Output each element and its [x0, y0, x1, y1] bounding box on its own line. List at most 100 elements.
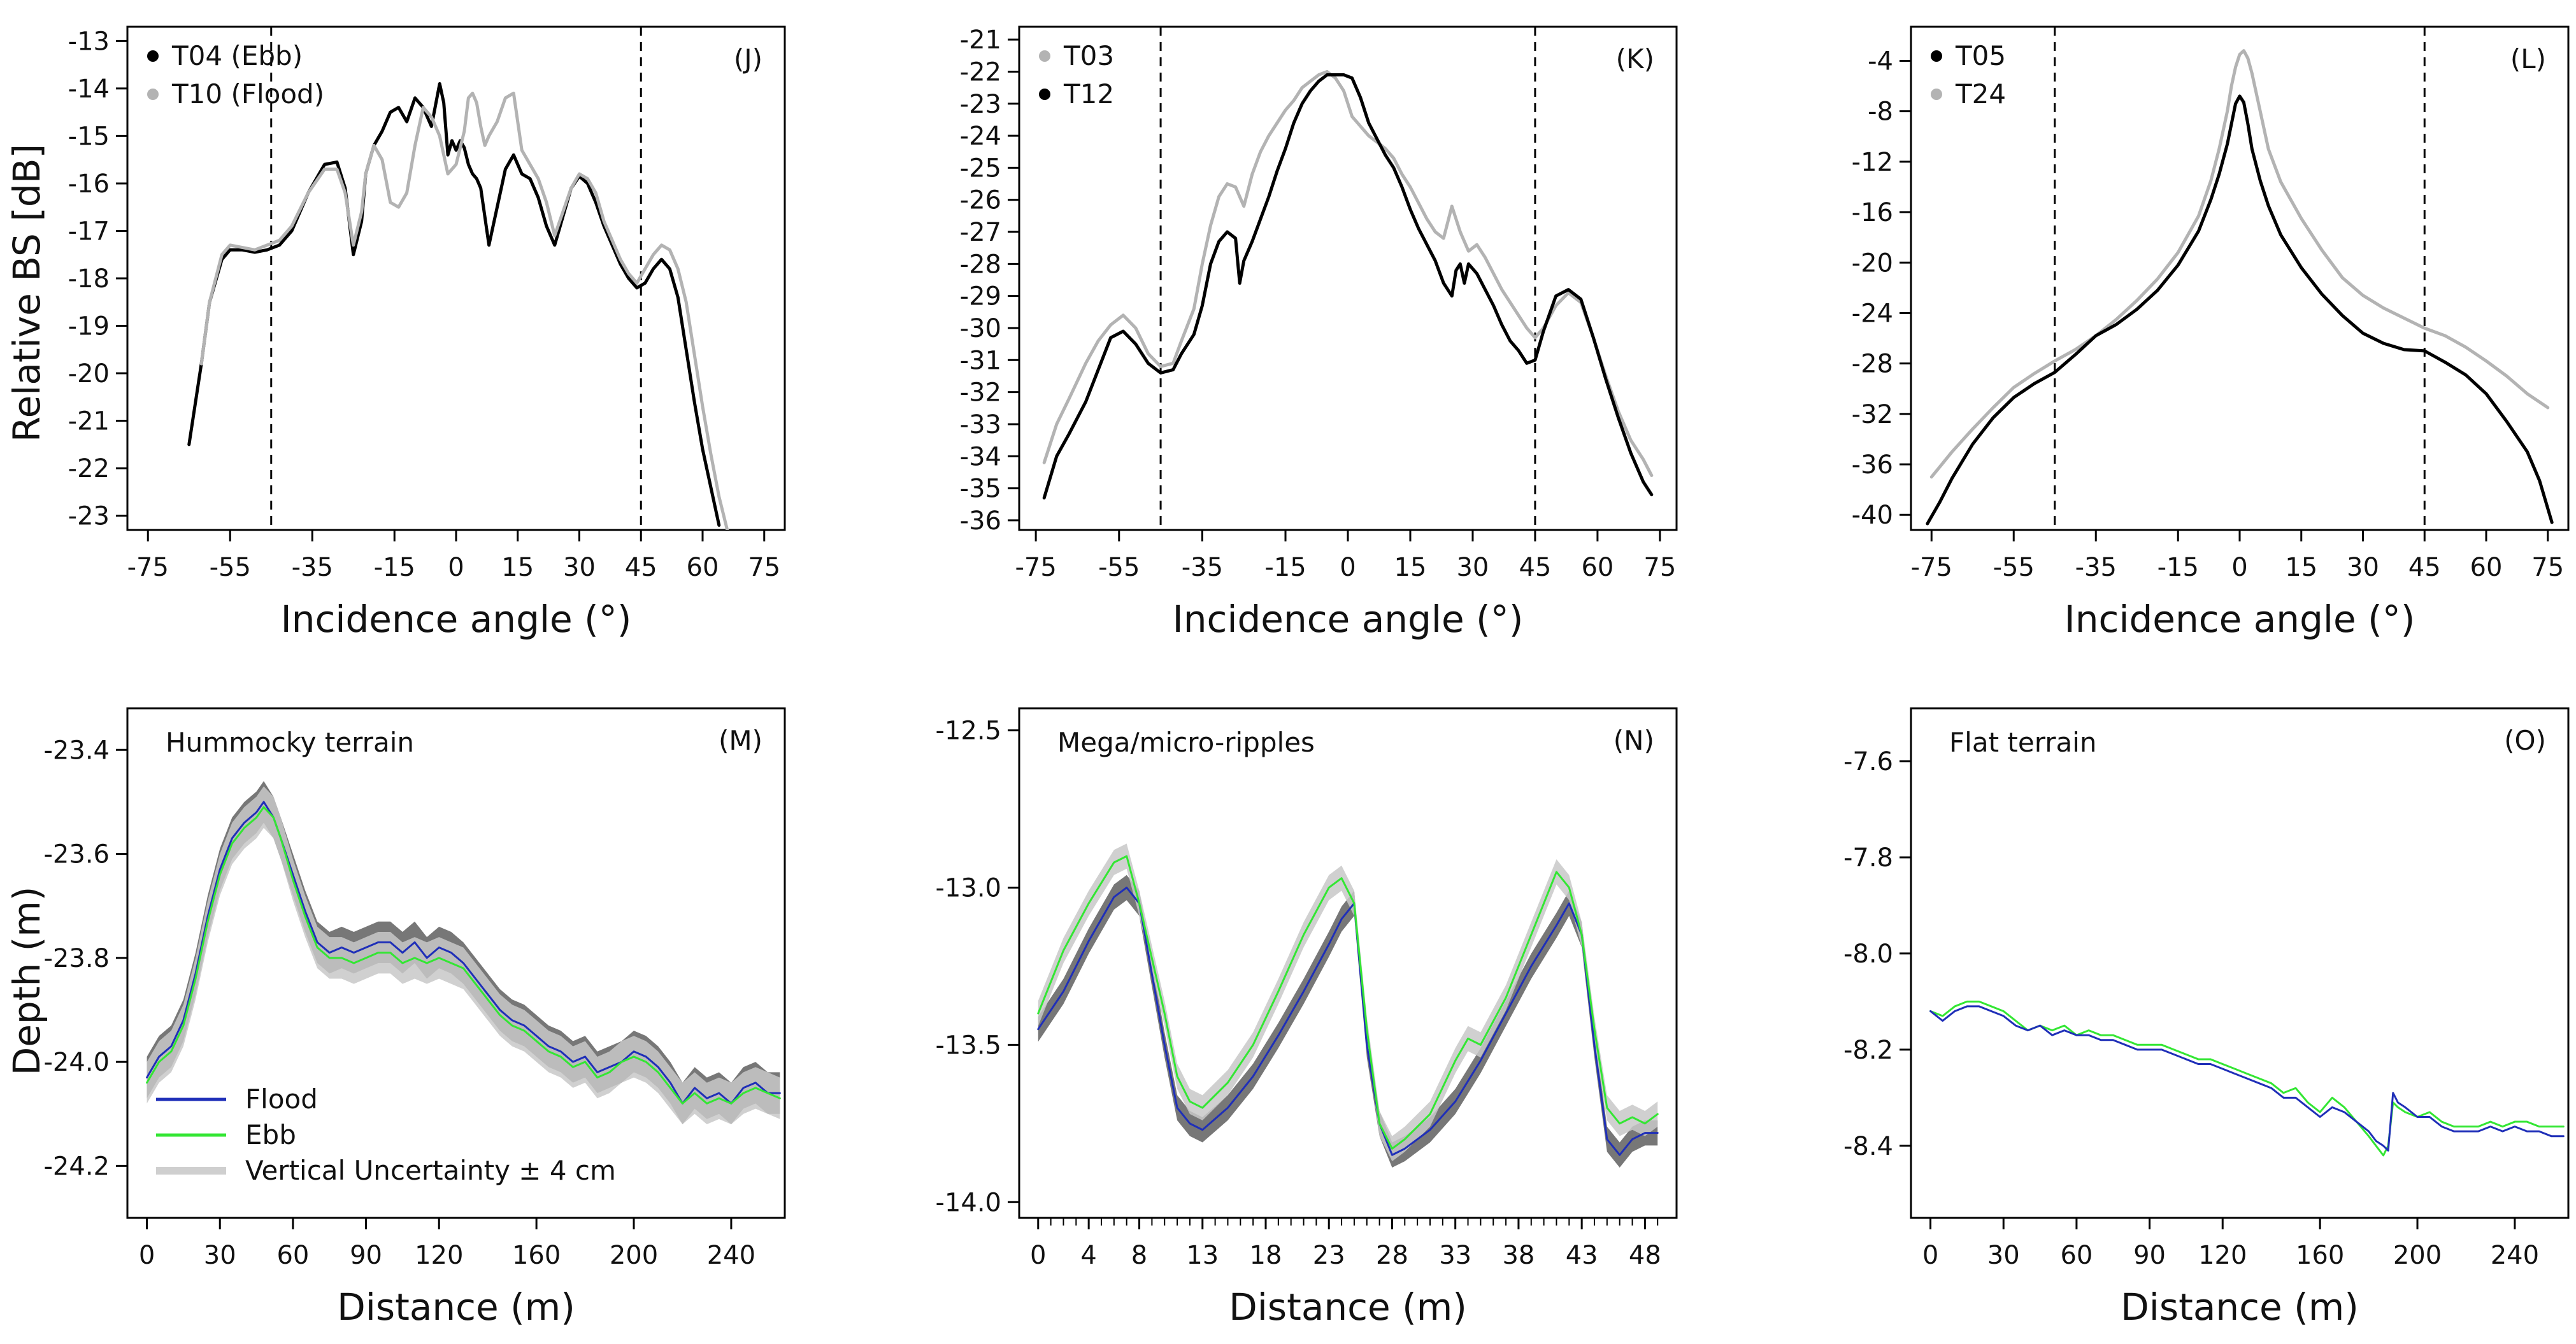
y-tick-label: -23 — [68, 502, 110, 531]
y-tick-label: -28 — [1852, 350, 1893, 379]
panel-letter: (J) — [734, 43, 762, 75]
y-tick-label: -14 — [68, 75, 110, 104]
x-tick-label: 28 — [1376, 1241, 1408, 1270]
series-line-t12 — [1042, 73, 1654, 500]
y-tick-label: -25 — [960, 154, 1001, 183]
plot-frame — [126, 25, 786, 531]
x-tick-label: 200 — [610, 1241, 658, 1270]
y-tick-label: -24 — [1852, 299, 1893, 328]
y-tick-label: -7.8 — [1843, 843, 1893, 873]
y-tick-label: -8.4 — [1843, 1132, 1893, 1161]
row2-ylabel: Depth (m) — [5, 887, 48, 1076]
legend-marker — [1931, 50, 1942, 62]
legend-label: Vertical Uncertainty ± 4 cm — [245, 1155, 616, 1186]
uncertainty-band — [147, 786, 780, 1125]
y-tick-label: -20 — [68, 359, 110, 389]
x-tick-label: 15 — [2285, 553, 2317, 582]
panel-letter: (N) — [1614, 725, 1654, 756]
x-tick-label: -75 — [1911, 553, 1952, 582]
x-tick-label: 45 — [1519, 553, 1551, 582]
x-tick-label: 45 — [625, 553, 657, 582]
x-tick-label: 4 — [1080, 1241, 1096, 1270]
x-tick-label: -35 — [292, 553, 333, 582]
x-tick-label: 15 — [501, 553, 534, 582]
x-tick-label: 200 — [2393, 1241, 2442, 1270]
x-tick-label: -15 — [374, 553, 415, 582]
y-tick-label: -24.2 — [44, 1152, 110, 1181]
y-tick-label: -24 — [960, 122, 1001, 151]
x-tick-label: -55 — [1993, 553, 2035, 582]
plot-area — [1042, 69, 1654, 500]
x-tick-label: 30 — [1987, 1241, 2020, 1270]
y-tick-label: -7.6 — [1843, 747, 1893, 776]
legend-marker — [1039, 89, 1050, 100]
x-tick-label: -35 — [2075, 553, 2117, 582]
y-tick-label: -23 — [960, 90, 1001, 119]
y-tick-label: -18 — [68, 264, 110, 294]
chart-panel-o: 0 30 60 90 120 160 200 240 -7.6 -7.8 -8.0 -8.2 -8.4 D… — [1843, 707, 2570, 1329]
legend-label: Flood — [245, 1083, 318, 1115]
y-tick-label: -23.4 — [44, 736, 110, 765]
x-tick-label: 0 — [1340, 553, 1356, 582]
series-line-ebb — [1037, 855, 1659, 1150]
x-tick-label: 15 — [1394, 553, 1427, 582]
x-tick-label: 75 — [1643, 553, 1676, 582]
plot-frame — [1018, 707, 1678, 1219]
chart-panel-j: -75 -55 -35 -15 0 15 30 45 60 75 -13 -14 -15 -16 -17 -1… — [68, 25, 786, 641]
x-tick-label: 75 — [748, 553, 780, 582]
legend-label: T05 — [1955, 40, 2006, 71]
y-tick-label: -16 — [1852, 198, 1893, 227]
legend-label: T12 — [1063, 78, 1114, 110]
legend-label: Ebb — [245, 1119, 296, 1150]
y-tick-label: -15 — [68, 122, 110, 151]
plot-area — [1926, 49, 2554, 525]
y-tick-label: -12.5 — [936, 717, 1002, 746]
y-tick-label: -8.2 — [1843, 1036, 1893, 1065]
y-tick-label: -23.6 — [44, 840, 110, 869]
x-tick-label: -15 — [1264, 553, 1306, 582]
panel-title: Hummocky terrain — [166, 727, 414, 758]
x-tick-label: 13 — [1186, 1241, 1219, 1270]
x-tick-label: 75 — [2531, 553, 2564, 582]
x-tick-label: 160 — [512, 1241, 561, 1270]
series-line-t05 — [1926, 94, 2554, 525]
y-tick-label: -34 — [960, 442, 1001, 471]
y-tick-label: -23.8 — [44, 944, 110, 973]
plot-frame — [1910, 707, 2570, 1219]
series-line-t03 — [1042, 69, 1654, 477]
legend-label: T03 — [1063, 40, 1114, 71]
x-tick-label: 120 — [2198, 1241, 2247, 1270]
y-tick-label: -4 — [1868, 46, 1893, 76]
x-axis-label: Incidence angle (°) — [281, 597, 632, 641]
y-tick-label: -33 — [960, 410, 1001, 440]
x-axis-label: Distance (m) — [1229, 1285, 1467, 1329]
y-tick-label: -19 — [68, 312, 110, 341]
row1-ylabel: Relative BS [dB] — [5, 144, 48, 442]
x-tick-label: 0 — [139, 1241, 155, 1270]
series-line-flood — [146, 801, 781, 1105]
y-tick-label: -12 — [1852, 148, 1893, 177]
y-tick-label: -31 — [960, 346, 1001, 375]
y-tick-label: -14.0 — [936, 1188, 1002, 1217]
x-tick-label: -55 — [210, 553, 251, 582]
y-tick-label: -24.0 — [44, 1048, 110, 1077]
x-tick-label: -75 — [127, 553, 169, 582]
legend-marker — [147, 89, 159, 100]
y-tick-label: -40 — [1852, 501, 1893, 530]
x-tick-label: 0 — [2231, 553, 2247, 582]
x-tick-label: 33 — [1439, 1241, 1471, 1270]
series-line-t04-ebb — [187, 82, 721, 527]
x-tick-label: 60 — [2060, 1241, 2093, 1270]
x-axis-label: Incidence angle (°) — [2064, 597, 2415, 641]
legend-label: T04 (Ebb) — [171, 40, 303, 71]
x-tick-label: 30 — [2347, 553, 2379, 582]
y-tick-label: -16 — [68, 169, 110, 199]
x-tick-label: 60 — [1581, 553, 1614, 582]
x-tick-label: 30 — [204, 1241, 236, 1270]
panel-title: Mega/micro-ripples — [1057, 727, 1315, 758]
plot-area — [187, 82, 729, 530]
panel-title: Flat terrain — [1949, 727, 2097, 758]
y-tick-label: -32 — [960, 378, 1001, 408]
uncertainty-band — [1038, 875, 1658, 1168]
